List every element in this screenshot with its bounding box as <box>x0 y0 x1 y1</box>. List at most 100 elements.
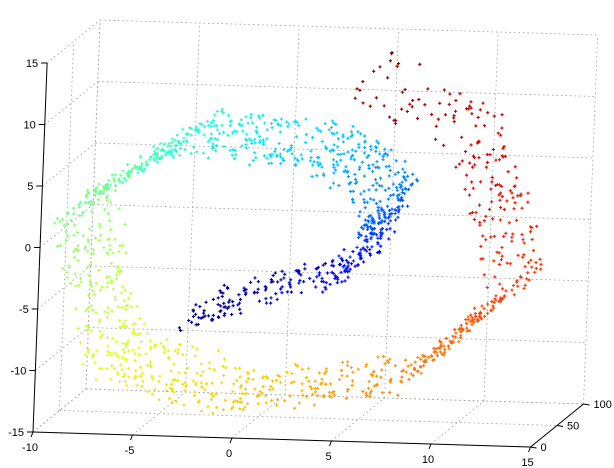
data-point <box>179 141 183 146</box>
data-point <box>175 378 180 383</box>
data-point <box>498 218 502 222</box>
data-point <box>355 180 359 184</box>
data-point <box>336 145 340 149</box>
data-point <box>282 399 287 403</box>
data-point <box>490 176 494 180</box>
data-point <box>154 154 159 158</box>
data-point <box>124 178 128 183</box>
data-point <box>481 257 485 261</box>
data-point <box>442 350 447 354</box>
z-tick-label: 0 <box>25 243 31 255</box>
data-point <box>117 318 122 323</box>
data-point <box>219 290 223 294</box>
data-point <box>85 307 90 311</box>
data-point <box>388 59 392 63</box>
data-point <box>484 165 488 169</box>
data-point <box>271 279 275 284</box>
data-point <box>416 369 420 374</box>
data-point <box>385 153 390 157</box>
data-point <box>168 152 172 156</box>
data-point <box>115 372 120 376</box>
grid-line <box>44 81 99 125</box>
data-point <box>477 140 481 144</box>
x-tick-mark <box>130 434 133 441</box>
data-point <box>209 398 214 402</box>
data-point <box>126 349 131 353</box>
data-point <box>497 262 501 267</box>
data-point <box>256 402 260 406</box>
data-point <box>261 385 265 389</box>
data-point <box>181 127 185 131</box>
data-point <box>330 131 334 135</box>
data-point <box>271 387 275 391</box>
data-point <box>98 189 102 193</box>
data-point <box>364 223 369 227</box>
data-point <box>110 309 114 313</box>
x-tick-label: -5 <box>125 445 135 457</box>
data-point <box>243 387 248 391</box>
data-point <box>189 126 193 131</box>
data-point <box>92 293 96 297</box>
data-point <box>150 374 154 378</box>
data-point <box>363 218 367 222</box>
data-point <box>216 296 220 300</box>
data-point <box>147 158 151 162</box>
data-point <box>346 260 350 265</box>
data-point <box>231 405 235 409</box>
data-point <box>85 328 89 333</box>
data-point <box>378 65 382 69</box>
data-point <box>448 339 452 343</box>
data-point <box>253 387 257 391</box>
data-point <box>407 377 411 382</box>
data-point <box>396 61 401 66</box>
data-point <box>289 278 293 282</box>
data-point <box>269 301 273 305</box>
data-point <box>475 141 479 145</box>
data-point <box>135 304 139 309</box>
data-point <box>363 248 367 252</box>
data-point <box>276 280 280 284</box>
data-point <box>178 153 182 157</box>
data-point <box>261 113 265 117</box>
data-point <box>503 154 507 158</box>
data-point <box>72 255 77 259</box>
data-point <box>362 189 366 193</box>
data-point <box>249 139 253 143</box>
data-point <box>154 151 158 156</box>
data-point <box>374 201 378 206</box>
data-point <box>503 294 507 298</box>
data-point <box>88 279 92 284</box>
data-point <box>478 310 482 314</box>
data-point <box>304 140 308 145</box>
data-point <box>286 125 290 129</box>
data-point <box>166 144 170 148</box>
data-point <box>134 369 138 373</box>
data-point <box>386 76 390 80</box>
data-point <box>255 290 259 295</box>
data-point <box>385 204 390 208</box>
data-point <box>244 143 248 147</box>
data-point <box>182 403 186 407</box>
data-point <box>457 162 461 166</box>
data-point <box>237 366 242 370</box>
data-point <box>299 273 303 277</box>
data-point <box>502 234 506 239</box>
data-point <box>87 293 91 298</box>
data-point <box>120 305 124 310</box>
data-point <box>125 172 129 176</box>
data-point <box>148 360 153 364</box>
data-point <box>251 158 255 162</box>
data-point <box>206 156 210 160</box>
data-point <box>356 263 360 267</box>
data-point <box>490 200 494 204</box>
data-point <box>169 369 173 373</box>
data-point <box>212 368 216 372</box>
grid-line <box>37 265 91 310</box>
data-point <box>464 173 469 177</box>
data-point <box>256 280 260 284</box>
data-point <box>363 139 367 143</box>
data-point <box>148 345 153 349</box>
data-point <box>102 189 106 193</box>
data-point <box>376 355 380 359</box>
data-point <box>507 221 511 225</box>
